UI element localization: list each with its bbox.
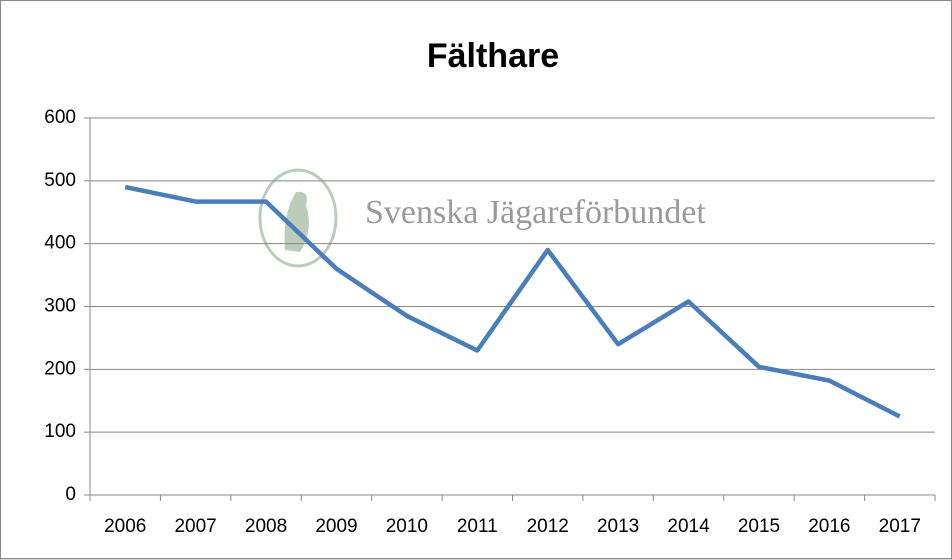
x-tick-label: 2013: [597, 516, 639, 537]
y-tick-label: 500: [44, 170, 76, 191]
y-tick-label: 100: [44, 421, 76, 442]
y-tick-label: 400: [44, 233, 76, 254]
x-tick-label: 2008: [245, 516, 287, 537]
data-line: [124, 184, 901, 419]
x-tick-label: 2015: [738, 516, 780, 537]
x-tick-label: 2016: [808, 516, 850, 537]
x-tick-label: 2017: [879, 516, 921, 537]
chart-title: Fälthare: [427, 37, 559, 75]
x-tick-label: 2009: [315, 516, 357, 537]
y-tick-label: 200: [44, 358, 76, 379]
x-tick-label: 2014: [667, 516, 710, 537]
x-tick-label: 2012: [527, 516, 569, 537]
y-tick-label: 300: [44, 296, 76, 317]
x-tick-label: 2011: [457, 516, 498, 537]
x-tick-label: 2006: [104, 516, 146, 537]
x-tick-label: 2007: [174, 516, 216, 537]
y-tick-label: 600: [44, 107, 76, 128]
x-tick-label: 2010: [386, 516, 428, 537]
watermark: Svenska Jägareförbundet: [365, 194, 706, 231]
y-tick-label: 0: [65, 484, 76, 505]
